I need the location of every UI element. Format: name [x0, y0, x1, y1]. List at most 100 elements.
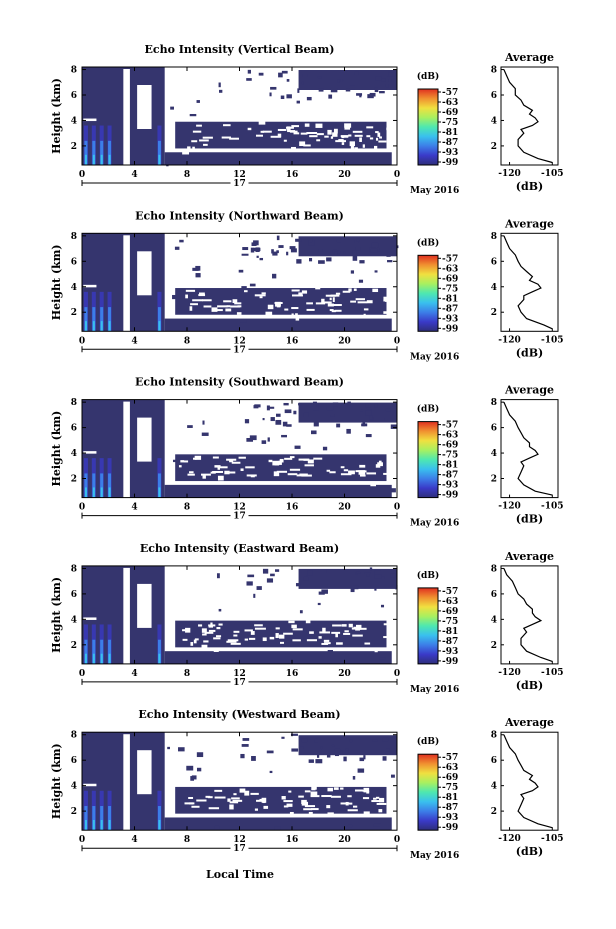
- heatmap-speckle: [369, 567, 373, 571]
- heatmap-speckle: [330, 414, 335, 417]
- heatmap-speckle: [255, 247, 260, 253]
- heatmap-gap-dash: [333, 304, 342, 307]
- heatmap-gap-dash: [345, 124, 350, 127]
- plume-core: [84, 321, 87, 332]
- heatmap-speckle: [322, 446, 328, 451]
- heatmap-speckle: [356, 571, 361, 574]
- plume-core: [92, 820, 95, 831]
- heatmap-speckle: [295, 583, 301, 587]
- heatmap-speckle: [290, 733, 298, 736]
- heatmap-speckle: [203, 640, 209, 643]
- y-tick-label: 4: [71, 782, 77, 792]
- chart-panel-0: Echo Intensity (Vertical Beam) Height (km…: [50, 43, 564, 196]
- heatmap-gap-dash: [233, 630, 240, 633]
- heatmap-speckle: [241, 253, 249, 256]
- heatmap-speckle: [299, 610, 303, 614]
- heatmap-speckle: [244, 419, 250, 424]
- plume-core: [84, 820, 87, 831]
- colorbar-tick-label: -69: [442, 274, 458, 284]
- heatmap-speckle: [386, 254, 391, 257]
- heatmap-gap-dash: [256, 799, 263, 802]
- heatmap-speckle: [305, 619, 311, 624]
- colorbar: [417, 254, 439, 332]
- heatmap-gap-dash: [383, 636, 394, 639]
- heatmap-plume: [107, 624, 112, 664]
- heatmap-speckle: [216, 627, 221, 630]
- heatmap-speckle: [263, 805, 269, 809]
- heatmap-speckle: [272, 251, 278, 256]
- heatmap: [82, 67, 397, 167]
- heatmap-speckle: [363, 755, 366, 760]
- heatmap-speckle: [187, 146, 191, 151]
- heatmap-gap-dash: [347, 809, 358, 812]
- heatmap-speckle: [278, 245, 284, 248]
- heatmap-gap-dash: [189, 802, 194, 805]
- heatmap-gap-dash: [182, 638, 188, 641]
- heatmap-gap-dash: [334, 309, 342, 312]
- heatmap-speckle: [280, 95, 285, 100]
- heatmap-speckle: [225, 308, 232, 312]
- heatmap-gap-dash: [309, 135, 318, 138]
- heatmap-plume: [157, 790, 162, 831]
- heatmap-speckle: [213, 648, 219, 652]
- heatmap-speckle: [387, 791, 395, 797]
- heatmap-speckle: [359, 260, 365, 264]
- heatmap-gap-dash: [292, 628, 303, 631]
- heatmap-gap-dash: [329, 471, 336, 474]
- heatmap-speckle: [246, 581, 253, 586]
- heatmap-gap-dash: [335, 140, 347, 143]
- colorbar-tick-label: -57: [442, 421, 458, 431]
- heatmap-plume: [107, 458, 112, 498]
- heatmap-speckle: [291, 624, 297, 629]
- heatmap-gap-dash: [303, 808, 313, 811]
- heatmap-speckle: [192, 146, 195, 151]
- heatmap-gap-dash: [340, 473, 352, 476]
- heatmap-speckle: [242, 247, 249, 251]
- heatmap-speckle: [177, 657, 183, 661]
- heatmap-gap-dash: [363, 308, 369, 311]
- heatmap-gap-dash: [212, 456, 219, 459]
- heatmap-speckle: [196, 752, 204, 758]
- heatmap-speckle: [201, 628, 207, 633]
- heatmap-gap-left: [83, 284, 97, 288]
- colorbar-tick-label: -81: [442, 461, 458, 471]
- profile-frame: [500, 565, 559, 665]
- heatmap-gap-dash: [231, 461, 241, 464]
- heatmap-speckle: [301, 290, 308, 294]
- plume-mid: [108, 806, 112, 831]
- heatmap-speckle: [362, 144, 365, 148]
- heatmap-speckle: [217, 475, 224, 481]
- profile-x-label: (dB): [516, 346, 543, 359]
- heatmap-gap-dash: [203, 305, 212, 308]
- heatmap-speckle: [350, 145, 354, 151]
- heatmap-speckle: [334, 748, 341, 753]
- heatmap-gap-dash: [246, 474, 257, 477]
- heatmap-speckle: [386, 127, 391, 131]
- colorbar-tick-label: -87: [442, 471, 458, 481]
- heatmap-speckle: [308, 240, 315, 246]
- heatmap-gap-dash: [303, 144, 311, 147]
- heatmap-gap-dash: [319, 631, 331, 634]
- plume-core: [92, 653, 95, 664]
- heatmap-speckle: [262, 637, 267, 642]
- heatmap-speckle: [359, 94, 362, 98]
- heatmap-speckle: [375, 137, 379, 141]
- heatmap-plume: [107, 125, 112, 165]
- heatmap-speckle: [247, 127, 252, 131]
- heatmap-speckle: [270, 573, 275, 577]
- heatmap-gap-dash: [303, 458, 310, 461]
- x-tick-label: 16: [286, 170, 299, 180]
- heatmap-plume: [91, 458, 96, 498]
- heatmap-speckle: [272, 460, 280, 466]
- y-tick-label: 2: [71, 807, 77, 817]
- heatmap-speckle: [349, 141, 355, 147]
- profile-y-tick-label: 8: [491, 731, 497, 741]
- heatmap-gap-dash: [244, 629, 253, 632]
- heatmap-speckle: [356, 93, 363, 96]
- heatmap-upper-layer: [298, 236, 397, 257]
- heatmap-gap-dash: [324, 301, 332, 304]
- profile-y-tick-label: 6: [491, 424, 497, 434]
- profile-y-tick-label: 6: [491, 756, 497, 766]
- heatmap-gap-dash: [316, 139, 321, 142]
- heatmap-speckle: [316, 754, 320, 758]
